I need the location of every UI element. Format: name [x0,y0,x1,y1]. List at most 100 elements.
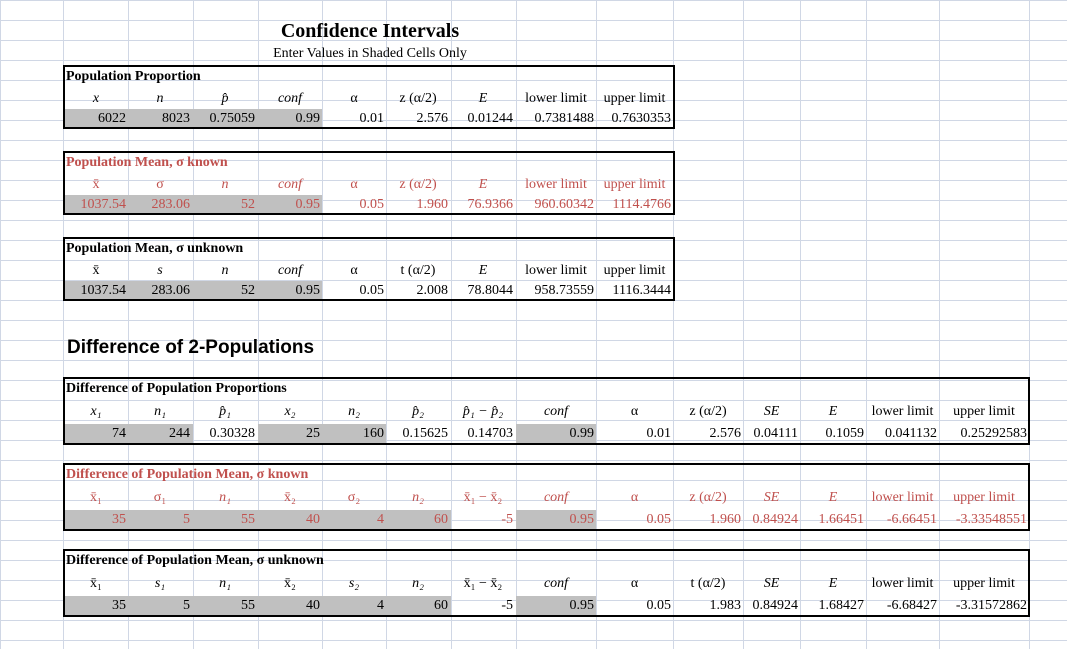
header-upper: upper limit [953,576,1015,591]
shaded-input-cells [64,510,451,530]
input-conf[interactable]: 0.95 [295,283,321,298]
header-n1: n₁ [219,490,231,505]
input-n[interactable]: 52 [241,197,255,212]
shaded-input-cells [64,424,193,444]
input-x1[interactable]: 74 [112,426,126,441]
input-conf[interactable]: 0.95 [295,197,321,212]
header-p-hat: p̂ [221,91,229,106]
header-alpha: α [630,576,639,591]
header-n2: n₂ [412,576,424,591]
value-lower: -6.66451 [886,512,937,527]
value-alpha: 0.05 [359,197,385,212]
header-n: n [221,263,229,278]
input-n1[interactable]: 244 [169,426,190,441]
header-conf: conf [543,404,569,419]
input-x2-bar[interactable]: 40 [306,512,320,527]
input-n2[interactable]: 160 [363,426,384,441]
input-x1-bar[interactable]: 35 [112,512,126,527]
section-title: Population Mean, σ unknown [66,241,244,256]
shaded-input-cells [516,596,596,616]
section-border [63,237,675,301]
header-se: SE [763,490,780,505]
input-sigma[interactable]: 283.06 [151,197,191,212]
value-t: 2.008 [416,283,449,298]
input-x-bar[interactable]: 1037.54 [80,197,127,212]
input-conf[interactable]: 0.99 [295,111,321,126]
value-e: 78.8044 [467,283,514,298]
section-title: Population Mean, σ known [66,155,228,170]
header-t: t (α/2) [690,576,726,591]
input-s1[interactable]: 5 [183,598,190,613]
header-x1: x₁ [90,404,102,419]
input-x2[interactable]: 25 [306,426,320,441]
value-upper: 0.25292583 [960,426,1028,441]
section-title: Difference of Population Proportions [66,381,287,396]
value-z: 2.576 [709,426,742,441]
value-p-hat: 0.75059 [209,111,256,126]
value-lower: 960.60342 [534,197,595,212]
header-x1-bar: x̄₁ [90,576,102,591]
section-border [63,151,675,215]
input-sigma1[interactable]: 5 [183,512,190,527]
value-e: 1.66451 [818,512,865,527]
input-s2[interactable]: 4 [377,598,384,613]
shaded-input-cells [64,281,322,300]
value-z: 1.960 [709,512,742,527]
header-lower: lower limit [525,91,587,106]
input-n1[interactable]: 55 [241,598,255,613]
shaded-input-cells [64,195,322,214]
shaded-input-cells [258,424,386,444]
input-conf[interactable]: 0.99 [569,426,595,441]
header-alpha: α [350,263,358,278]
header-e: E [828,576,838,591]
input-x2-bar[interactable]: 40 [306,598,320,613]
section-border [63,549,1030,617]
page-subtitle: Enter Values in Shaded Cells Only [273,46,467,61]
value-p-diff: 0.14703 [467,426,514,441]
input-x-bar[interactable]: 1037.54 [80,283,127,298]
section-title: Population Proportion [66,69,201,84]
input-n2[interactable]: 60 [434,512,448,527]
header-e: E [828,490,838,505]
header-conf: conf [277,263,303,278]
input-n[interactable]: 8023 [162,111,190,126]
header-x2: x₂ [284,404,296,419]
value-e: 1.68427 [818,598,865,613]
header-e: E [828,404,838,419]
input-s[interactable]: 283.06 [151,283,191,298]
input-x[interactable]: 6022 [98,111,126,126]
header-alpha: α [630,490,639,505]
value-upper: 0.7630353 [611,111,672,126]
header-sigma2: σ₂ [347,490,361,505]
input-conf[interactable]: 0.95 [569,512,595,527]
input-n1[interactable]: 55 [241,512,255,527]
header-e: E [478,263,488,278]
header-n: n [156,91,164,106]
header-alpha: α [350,177,358,192]
header-alpha: α [350,91,358,106]
input-x1-bar[interactable]: 35 [112,598,126,613]
value-upper: -3.31572862 [955,598,1027,613]
header-lower: lower limit [871,576,934,591]
value-alpha: 0.05 [646,512,672,527]
header-conf: conf [277,177,303,192]
input-n2[interactable]: 60 [434,598,448,613]
header-x2-bar: x̄₂ [284,576,296,591]
input-n[interactable]: 52 [241,283,255,298]
header-conf: conf [543,576,569,591]
shaded-input-cells [516,510,596,530]
header-upper: upper limit [603,263,666,278]
section-border [63,463,1030,531]
value-p1-hat: 0.30328 [209,426,256,441]
header-se: SE [763,404,780,419]
shaded-input-cells [516,424,596,444]
input-conf[interactable]: 0.95 [569,598,595,613]
value-e: 0.1059 [825,426,865,441]
value-z: 1.960 [416,197,449,212]
header-upper: upper limit [953,490,1015,505]
value-z: 2.576 [416,111,449,126]
input-sigma2[interactable]: 4 [377,512,384,527]
header-sigma: σ [156,177,164,192]
header-z: z (α/2) [399,91,437,106]
header-x1-bar: x̄₁ [90,490,102,505]
